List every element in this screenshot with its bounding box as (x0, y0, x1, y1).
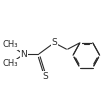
Text: S: S (51, 38, 57, 47)
Text: CH₃: CH₃ (2, 40, 18, 49)
Text: N: N (20, 50, 27, 59)
Text: CH₃: CH₃ (2, 59, 18, 68)
Text: S: S (43, 72, 48, 81)
